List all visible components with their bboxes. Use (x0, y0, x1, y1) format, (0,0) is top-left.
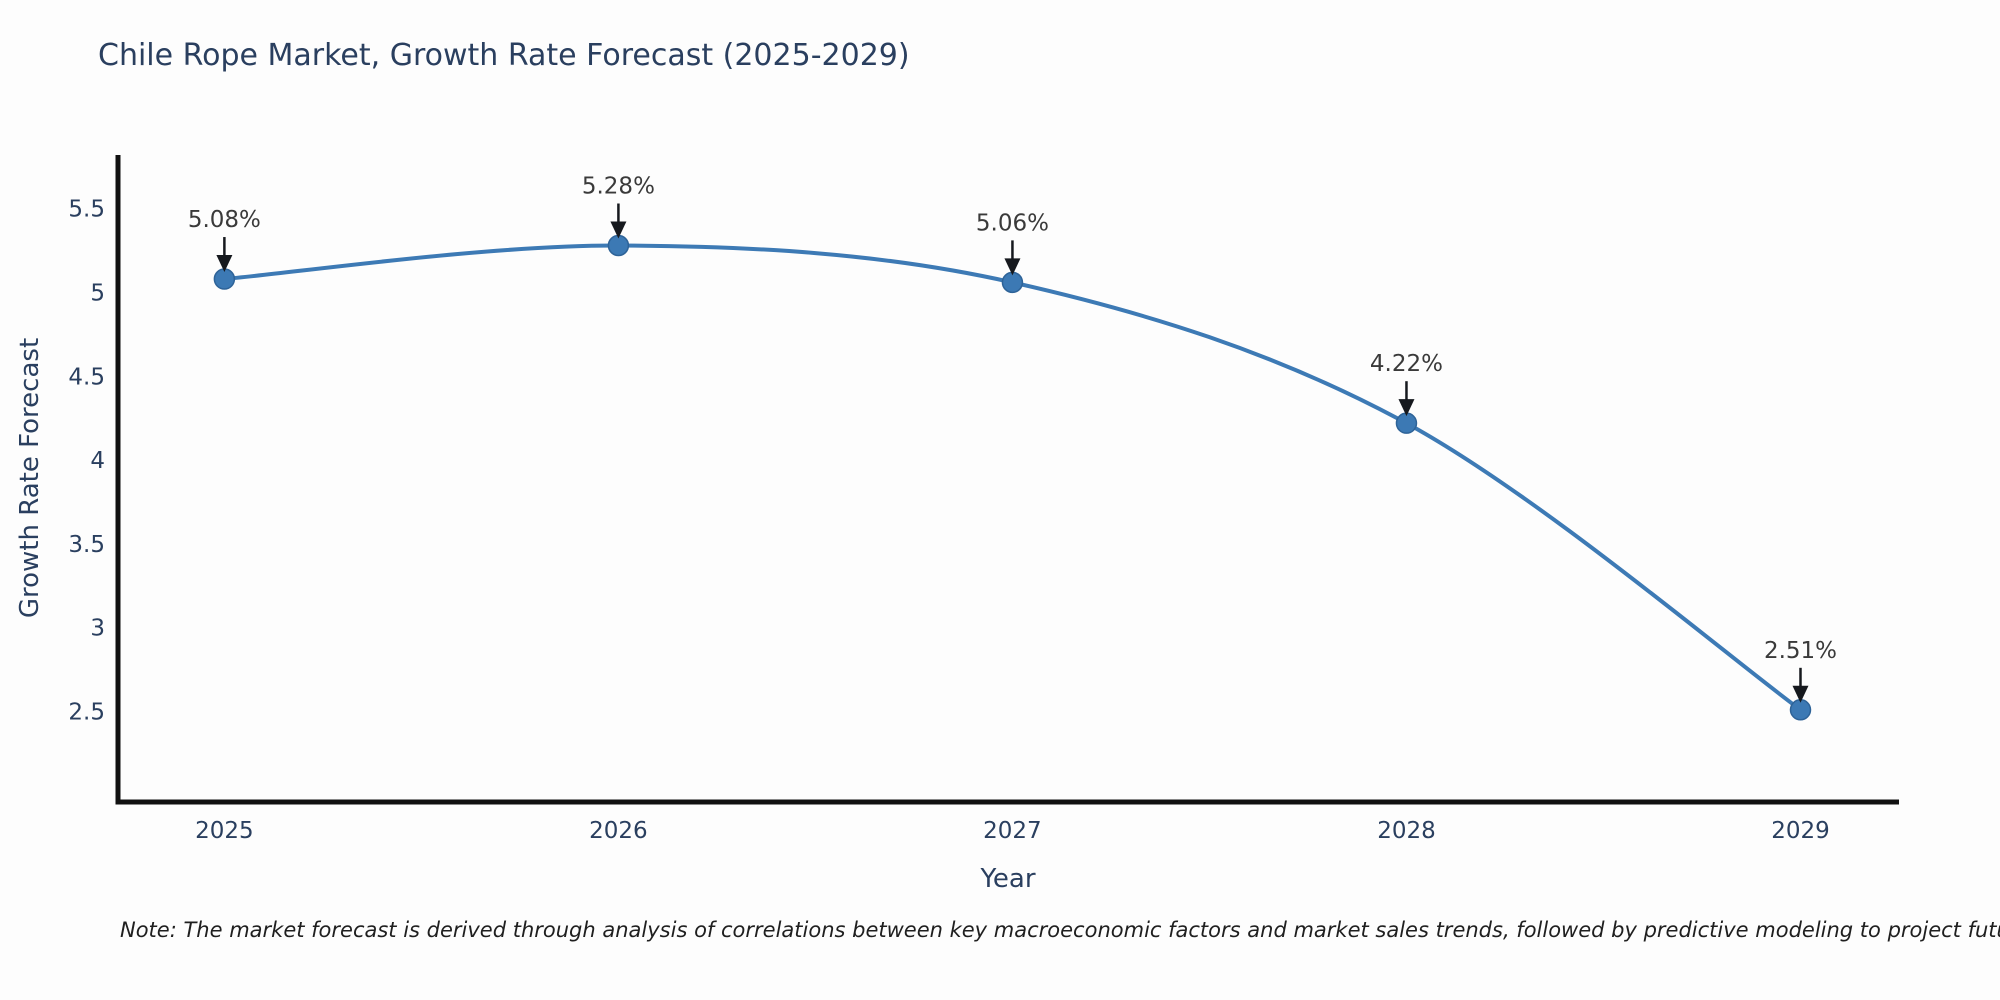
y-tick-label: 3.5 (68, 532, 105, 558)
annotation-arrowhead-icon (1398, 399, 1415, 417)
data-point-label: 5.08% (188, 207, 261, 233)
x-tick-label: 2026 (589, 818, 648, 844)
x-tick-label: 2028 (1377, 818, 1436, 844)
annotation-arrowhead-icon (216, 255, 233, 273)
y-tick-label: 2.5 (68, 699, 105, 725)
annotation-arrowhead-icon (1792, 685, 1809, 703)
data-point-label: 5.06% (976, 210, 1049, 236)
y-tick-label: 3 (90, 616, 105, 642)
x-tick-label: 2027 (983, 818, 1042, 844)
footnote: Note: The market forecast is derived thr… (120, 918, 2000, 942)
annotation-arrowhead-icon (1004, 258, 1021, 276)
forecast-line (224, 243, 1802, 712)
y-tick-label: 4.5 (68, 364, 105, 390)
annotation-arrowhead-icon (610, 221, 627, 239)
y-tick-label: 4 (90, 448, 105, 474)
y-tick-label: 5 (90, 280, 105, 306)
y-tick-label: 5.5 (68, 197, 105, 223)
data-point-label: 5.28% (582, 174, 655, 200)
x-axis-title: Year (980, 864, 1036, 894)
data-point-label: 4.22% (1370, 351, 1443, 377)
x-tick-label: 2029 (1771, 818, 1830, 844)
x-tick-label: 2025 (195, 818, 254, 844)
data-point-label: 2.51% (1764, 638, 1837, 664)
chart-title: Chile Rope Market, Growth Rate Forecast … (98, 38, 910, 73)
